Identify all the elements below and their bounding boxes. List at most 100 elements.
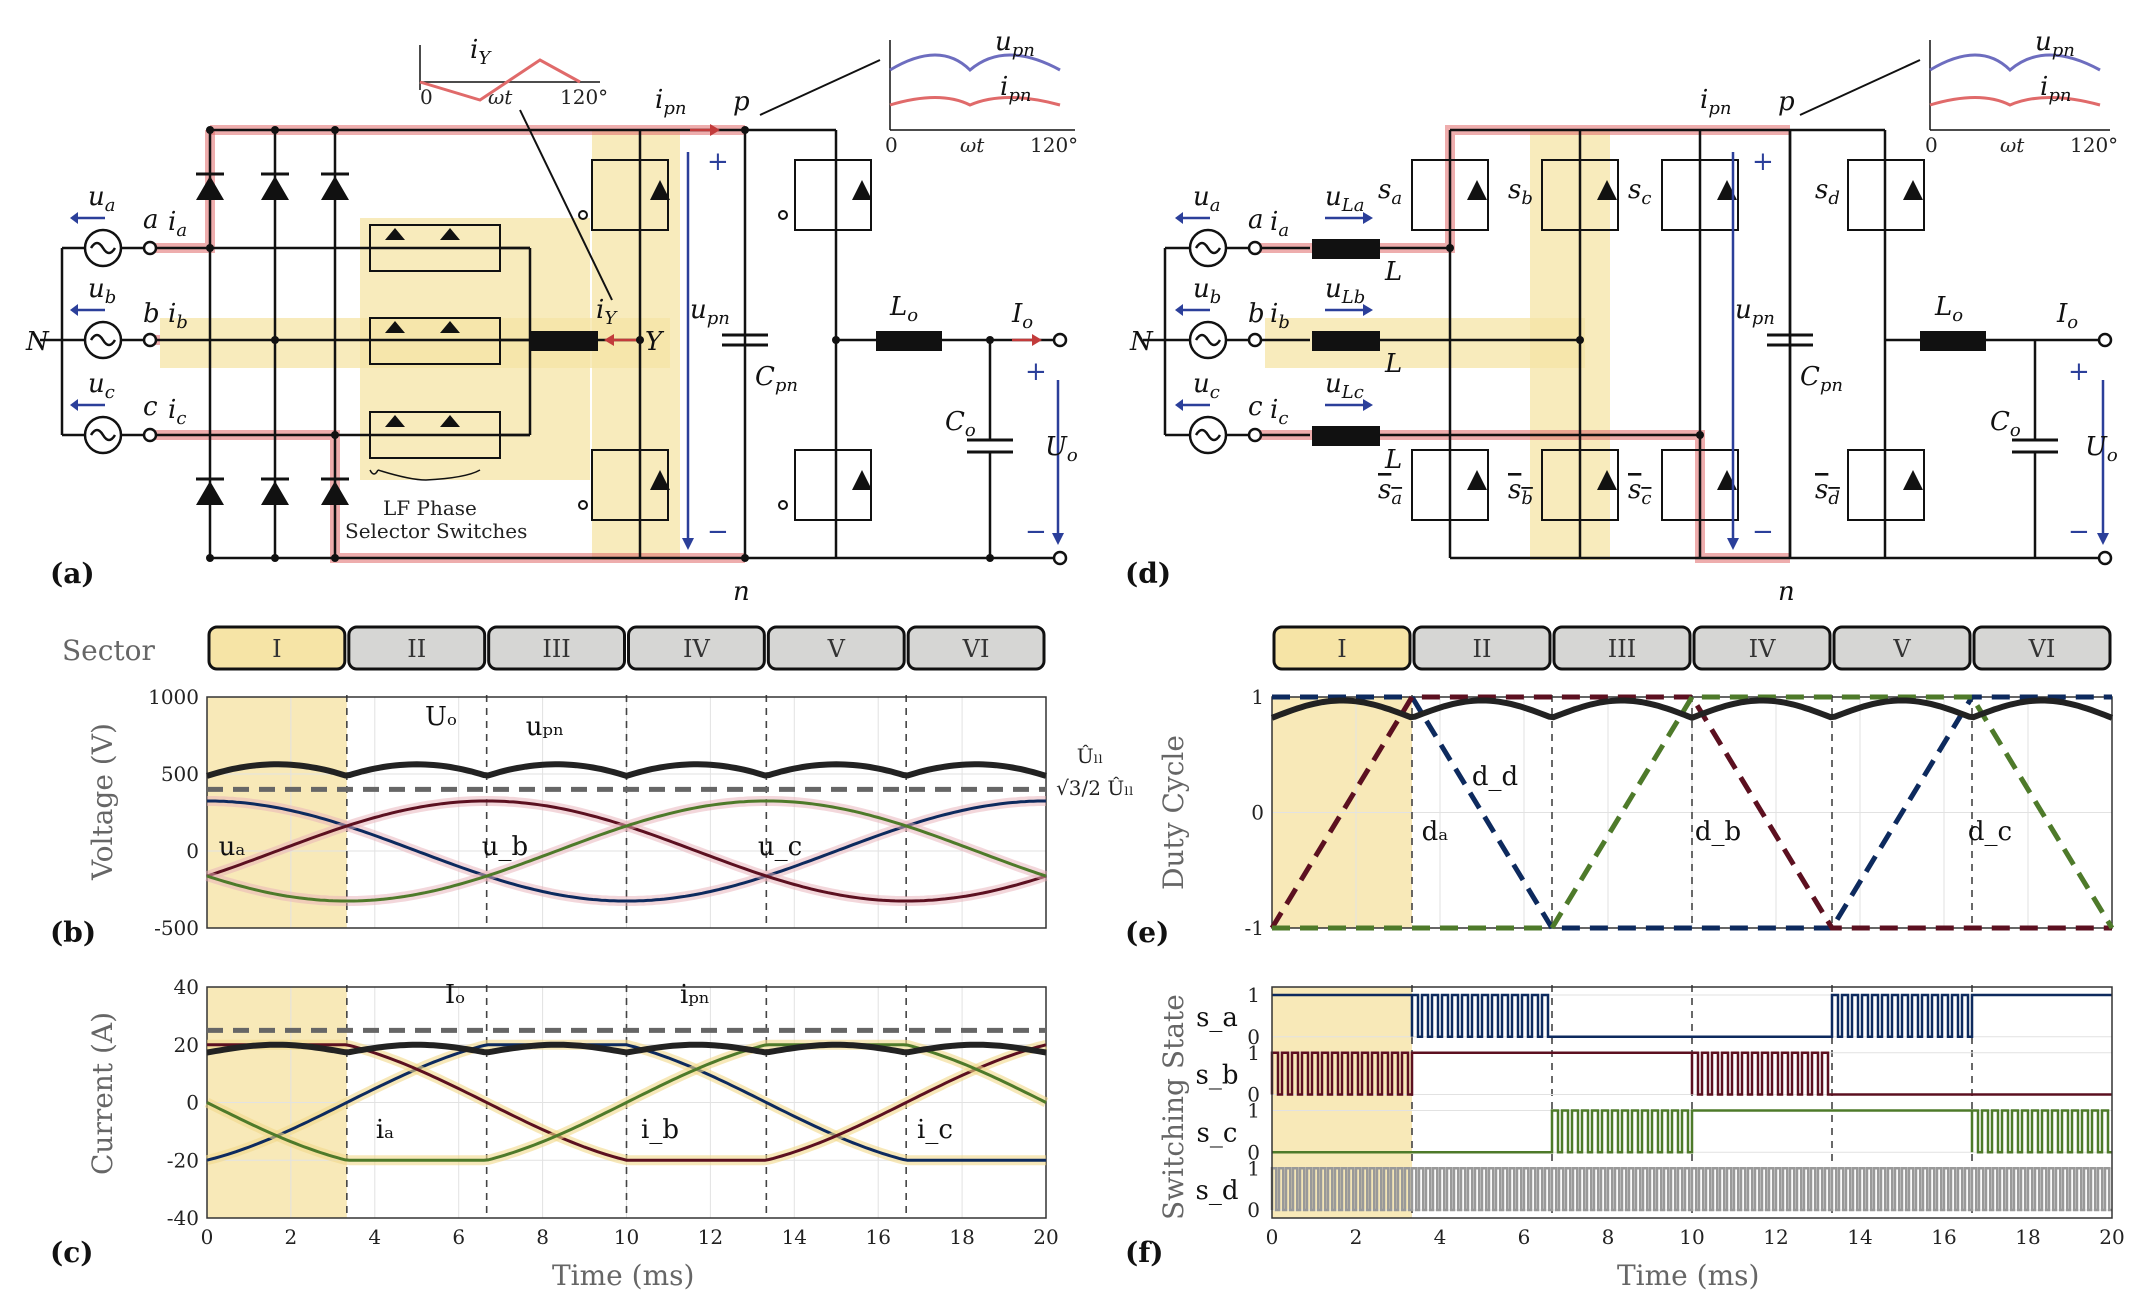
switch-ytick-1: 1 [1247,1099,1260,1123]
d-label-sa-top: sa [1378,175,1402,209]
current-xtick: 14 [782,1225,807,1249]
panel-label-f: (f) [1125,1236,1164,1269]
d-node-a: a [1248,205,1264,235]
d-inset-x0: 0 [1925,133,1938,157]
inset-iy-x2: 120° [560,85,608,109]
current-xtick: 8 [536,1225,549,1249]
d-node-p: p [1778,87,1795,117]
current-xtick: 0 [201,1225,214,1249]
voltage-ytick: -500 [154,916,199,940]
d-minus-uo: − [2068,517,2090,547]
label-Lo: Lo [889,292,918,326]
node-a: a [143,205,159,235]
voltage-ytick: 1000 [148,685,199,709]
d-minus-upn: − [1752,517,1774,547]
annot-ia: iₐ [376,1115,394,1145]
sector-label-3: III [1608,635,1636,663]
d-label-L1: L [1384,257,1402,287]
plus-upn: + [707,147,729,177]
voltage-series-u_c [206,799,1047,903]
inset-iy-x1: ωt [488,85,513,109]
sector-box-3 [1552,625,1692,671]
minus-uo: − [1025,517,1047,547]
sector-label-2: II [1473,635,1492,663]
sectors-right: I II III IV V VI [1272,625,2112,671]
current-xtick: 20 [1033,1225,1058,1249]
current-xtick: 10 [614,1225,639,1249]
d-label-uLa: uLa [1325,182,1364,216]
label-uc: uc [88,369,115,403]
current-series-i_c [206,1043,1047,1162]
sector-label-2: II [407,635,426,663]
inset-upn-x1: ωt [960,133,985,157]
switch-xtick: 0 [1266,1225,1279,1249]
selector-label-1: LF Phase [383,496,477,520]
d-label-ic: ic [1270,395,1288,429]
switch-xtick: 12 [1763,1225,1788,1249]
switch-series-s_a [1272,993,2112,1039]
annot-ic: i_c [917,1115,953,1145]
sector-box-3 [487,625,626,671]
d-label-ia: ia [1270,207,1289,241]
d-node-b: b [1248,299,1265,329]
current-ytick: 40 [174,975,199,999]
annot-ipn: iₚₙ [680,980,710,1010]
annot-da: dₐ [1422,817,1449,847]
node-N: N [25,327,50,357]
switch-ytick-0: 0 [1247,1025,1260,1049]
annot-upn: uₚₙ [526,712,564,742]
node-n: n [733,577,750,607]
diode-bridge [196,126,745,562]
switch-ytick-0: 0 [1247,1083,1260,1107]
current-ytick: -20 [167,1148,199,1172]
d-node-n: n [1778,577,1795,607]
sector-title: Sector [62,634,156,667]
current-xtick: 6 [452,1225,465,1249]
switch-label-s_a: s_a [1196,1003,1238,1033]
d-label-ub: ub [1193,274,1221,308]
d-node-N: N [1129,327,1154,357]
current-series-i_a [206,1043,1047,1162]
d-label-Io: Io [2056,299,2078,333]
label-upn: upn [690,295,730,329]
duty-ytick: -1 [1245,916,1264,940]
duty-series-db [1269,694,2112,931]
d-label-sb-top: sb [1508,175,1533,209]
sector-box-6 [1972,625,2112,671]
label-ia: ia [168,207,187,241]
current-xtick: 12 [698,1225,723,1249]
annot-Ull: Ûₗₗ [1077,743,1104,768]
circuit-d: N a b c p n ua ub uc ia ib ic uLa uLb uL… [1125,27,2118,607]
label-Co: Co [945,407,976,441]
d-plus-upn: + [1752,147,1774,177]
sector-label-1: I [272,635,281,663]
voltage-frame [206,696,1047,929]
panel-label-c: (c) [50,1236,94,1269]
switch-xtick: 10 [1679,1225,1704,1249]
label-Cpn: Cpn [755,362,798,396]
node-b: b [143,299,160,329]
duty-frame [1271,696,2113,929]
node-c: c [143,392,158,422]
d-label-ib: ib [1270,299,1290,333]
current-xtick: 18 [949,1225,974,1249]
sector-label-4: IV [1749,635,1776,663]
voltage-ytick: 500 [161,762,199,786]
sector-label-1: I [1337,635,1346,663]
d-plus-uo: + [2068,357,2090,387]
d-label-Lo: Lo [1934,292,1963,326]
current-xtick: 16 [865,1225,890,1249]
d-label-Co: Co [1990,407,2021,441]
annot-ub: u_b [482,832,528,862]
selector-switches [369,224,532,481]
panel-label-b: (b) [50,916,96,949]
d-label-ipn: ipn [1700,85,1731,119]
switch-xtick: 16 [1931,1225,1956,1249]
label-Io: Io [1011,299,1033,333]
d-label-ua: ua [1193,182,1220,216]
switch-xtick: 14 [1847,1225,1872,1249]
switch-series-s_b [1270,1051,2112,1096]
current-series-i_b [207,1043,1047,1162]
